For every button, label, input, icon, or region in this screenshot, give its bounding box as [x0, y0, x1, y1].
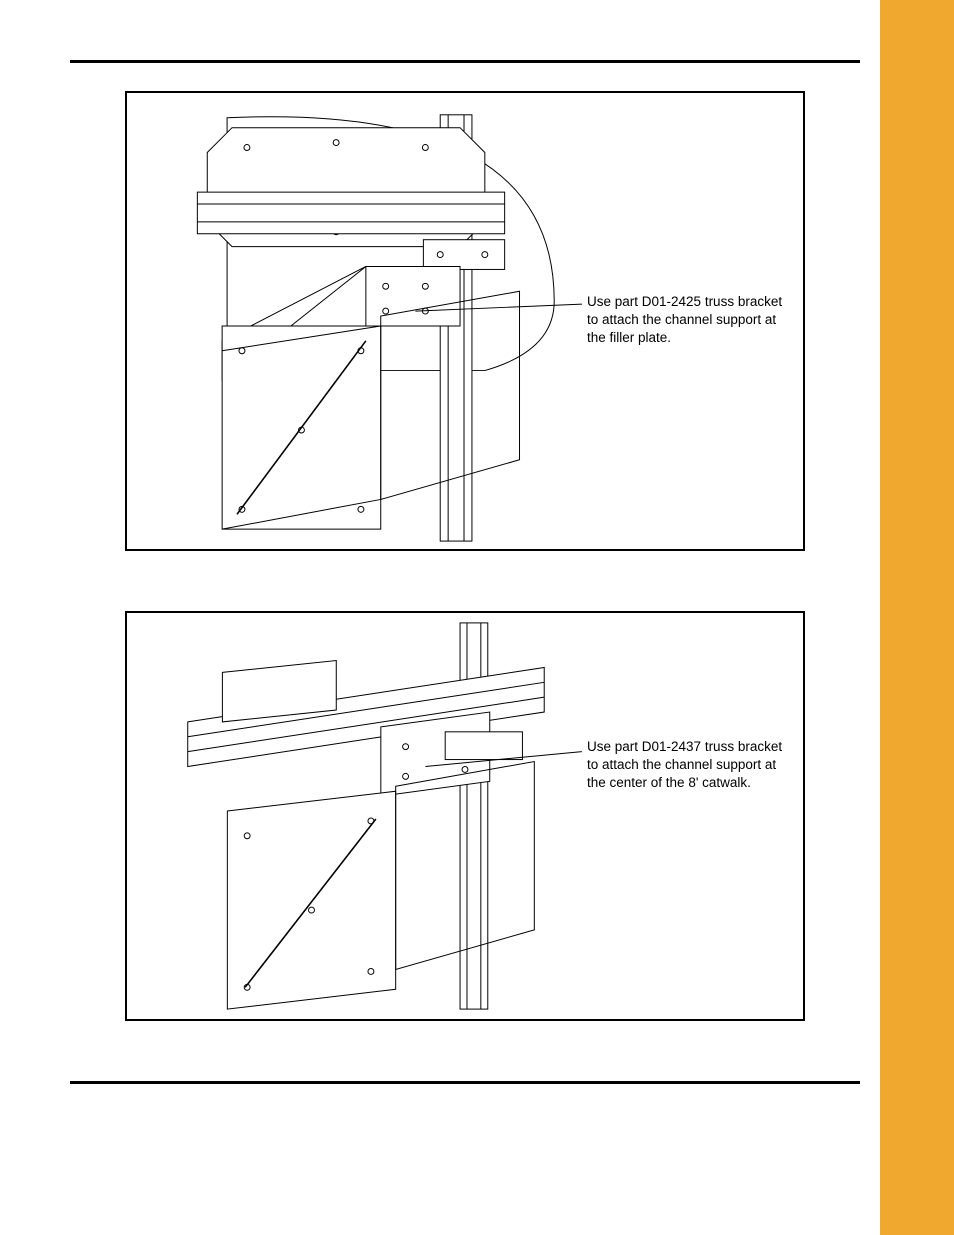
figure-2-caption: Use part D01-2437 truss bracket to attac…	[587, 738, 807, 793]
caption-line: to attach the channel support at	[587, 757, 776, 772]
figure-2-drawing	[127, 613, 803, 1019]
figure-2-wrap: Use part D01-2437 truss bracket to attac…	[125, 611, 805, 1021]
top-rule	[70, 60, 860, 63]
figure-1-wrap: Use part D01-2425 truss bracket to attac…	[125, 91, 805, 551]
bottom-rule	[70, 1081, 860, 1084]
page-content: Use part D01-2425 truss bracket to attac…	[70, 60, 860, 1084]
figure-1-box: Use part D01-2425 truss bracket to attac…	[125, 91, 805, 551]
figure-1-caption: Use part D01-2425 truss bracket to attac…	[587, 293, 807, 348]
figure-2-box: Use part D01-2437 truss bracket to attac…	[125, 611, 805, 1021]
caption-line: Use part D01-2437 truss bracket	[587, 739, 782, 754]
side-accent-bar	[880, 0, 954, 1235]
caption-line: the filler plate.	[587, 330, 671, 345]
caption-line: the center of the 8' catwalk.	[587, 775, 751, 790]
caption-line: Use part D01-2425 truss bracket	[587, 294, 782, 309]
caption-line: to attach the channel support at	[587, 312, 776, 327]
